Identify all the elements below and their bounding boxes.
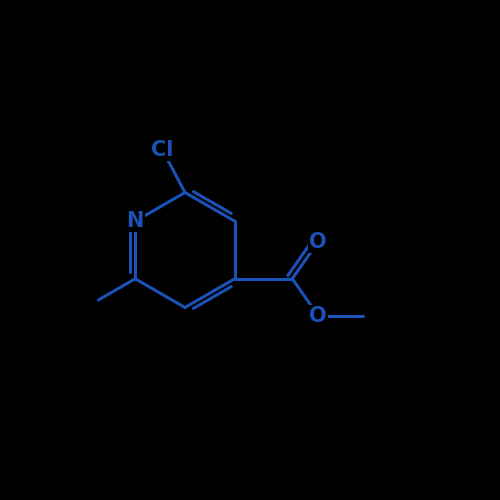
Text: O: O <box>310 232 327 252</box>
Text: Cl: Cl <box>152 140 174 160</box>
Text: N: N <box>126 211 144 231</box>
Text: O: O <box>310 306 327 326</box>
